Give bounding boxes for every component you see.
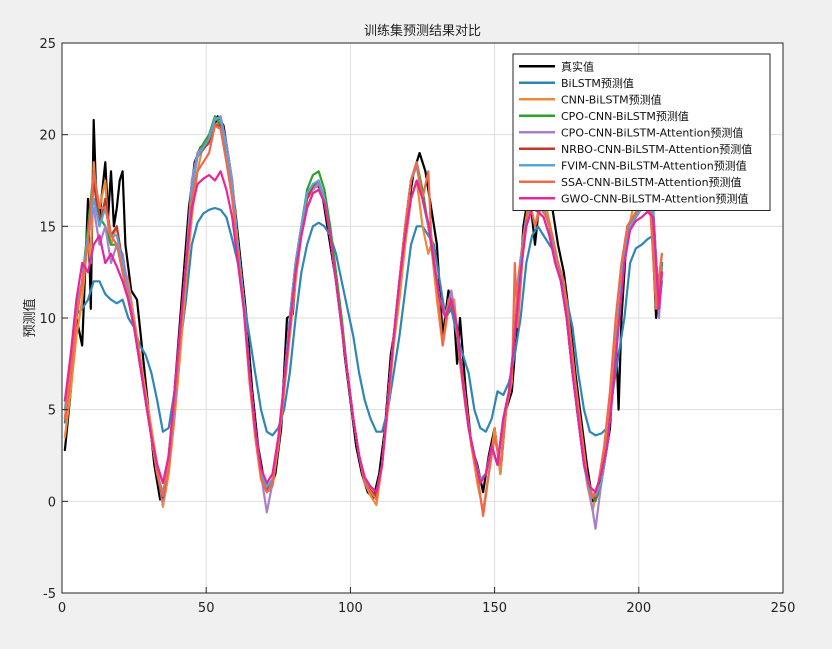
legend-label-2: BiLSTM预测值 bbox=[561, 77, 634, 90]
x-tick-label: 200 bbox=[626, 601, 651, 616]
y-tick-label: 0 bbox=[48, 495, 56, 510]
y-axis-label: 预测值 bbox=[22, 298, 38, 337]
series-line-8 bbox=[63, 124, 664, 518]
legend-label-6: NRBO-CNN-BiLSTM-Attention预测值 bbox=[561, 143, 752, 156]
y-tick-label: 10 bbox=[39, 312, 56, 327]
legend-label-1: 真实值 bbox=[561, 59, 594, 73]
y-tick-label: 25 bbox=[39, 37, 56, 52]
y-tick-label: 15 bbox=[39, 220, 56, 235]
series-line-9 bbox=[63, 170, 664, 494]
chart-title: 训练集预测结果对比 bbox=[364, 23, 481, 39]
legend-label-4: CPO-CNN-BiLSTM预测值 bbox=[561, 110, 689, 123]
legend-label-5: CPO-CNN-BiLSTM-Attention预测值 bbox=[561, 126, 743, 139]
y-tick-label: -5 bbox=[43, 587, 56, 602]
legend-label-9: GWO-CNN-BiLSTM-Attention预测值 bbox=[561, 192, 748, 205]
x-tick-label: 0 bbox=[58, 601, 66, 616]
legend: 真实值 BiLSTM预测值 CNN-BiLSTM预测值 CPO-CNN-BiLSTM预… bbox=[512, 53, 771, 211]
legend-box bbox=[512, 53, 771, 211]
x-tick-label: 100 bbox=[338, 601, 363, 616]
legend-label-7: FVIM-CNN-BiLSTM-Attention预测值 bbox=[561, 159, 747, 172]
x-tick-label: 50 bbox=[198, 601, 215, 616]
y-tick-label: 20 bbox=[39, 129, 56, 144]
x-tick-label: 150 bbox=[482, 601, 507, 616]
series-layer bbox=[63, 115, 664, 530]
legend-label-3: CNN-BiLSTM预测值 bbox=[561, 93, 662, 106]
y-tick-label: 5 bbox=[48, 404, 56, 419]
x-tick-label: 250 bbox=[771, 601, 796, 616]
legend-label-8: SSA-CNN-BiLSTM-Attention预测值 bbox=[561, 176, 742, 189]
